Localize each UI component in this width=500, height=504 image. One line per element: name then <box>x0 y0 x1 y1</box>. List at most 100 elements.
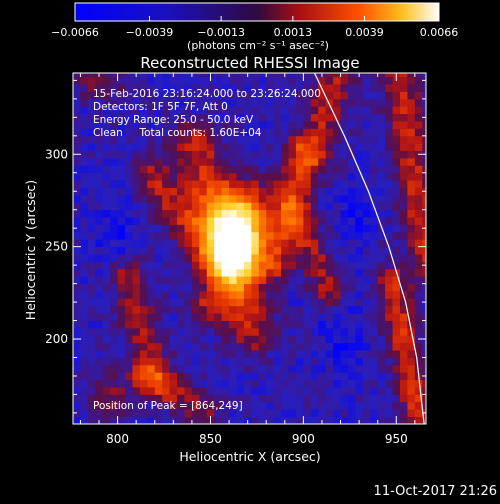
heatmap-cell <box>385 327 393 336</box>
heatmap-cell <box>288 364 297 373</box>
heatmap-cell <box>191 224 200 233</box>
heatmap-cell <box>251 76 260 85</box>
heatmap-cell <box>273 224 282 233</box>
heatmap-cell <box>392 313 401 321</box>
heatmap-cell <box>347 313 356 321</box>
heatmap-cell <box>206 187 215 196</box>
heatmap-cell <box>333 246 341 255</box>
heatmap-cell <box>236 202 245 211</box>
heatmap-cell <box>281 194 289 203</box>
heatmap-cell <box>310 231 319 240</box>
heatmap-cell <box>177 121 185 129</box>
heatmap-cell <box>102 187 111 196</box>
heatmap-cell <box>95 342 104 351</box>
heatmap-cell <box>266 165 275 174</box>
heatmap-cell <box>303 283 312 292</box>
heatmap-cell <box>80 416 89 424</box>
heatmap-cell <box>73 128 81 137</box>
heatmap-cell <box>392 224 401 233</box>
heatmap-cell <box>184 387 193 395</box>
heatmap-cell <box>243 379 252 388</box>
heatmap-cell <box>377 217 386 225</box>
heatmap-cell <box>385 180 393 188</box>
heatmap-cell <box>407 209 416 218</box>
heatmap-cell <box>288 165 297 174</box>
heatmap-cell <box>236 268 245 277</box>
heatmap-cell <box>347 335 356 344</box>
heatmap-cell <box>162 416 171 424</box>
heatmap-cell <box>258 91 267 100</box>
heatmap-cell <box>370 320 379 329</box>
annotation-detectors: Detectors: 1F 5F 7F, Att 0 <box>93 101 228 113</box>
heatmap-cell <box>288 320 297 329</box>
heatmap-cell <box>281 165 289 174</box>
heatmap-cell <box>154 76 163 85</box>
heatmap-cell <box>303 394 312 403</box>
heatmap-cell <box>87 143 96 151</box>
heatmap-cell <box>422 106 426 115</box>
heatmap-cell <box>102 121 111 129</box>
heatmap-cell <box>362 254 371 262</box>
heatmap-cell <box>281 335 289 344</box>
heatmap-cell <box>206 239 215 248</box>
heatmap-cell <box>377 409 386 418</box>
heatmap-cell <box>243 157 252 166</box>
heatmap-cell <box>422 401 426 410</box>
heatmap-cell <box>318 268 327 277</box>
heatmap-cell <box>95 143 104 151</box>
heatmap-cell <box>273 194 282 203</box>
heatmap-cell <box>95 187 104 196</box>
heatmap-cell <box>399 401 408 410</box>
heatmap-cell <box>273 409 282 418</box>
heatmap-cell <box>236 157 245 166</box>
heatmap-cell <box>206 283 215 292</box>
heatmap-cell <box>385 231 393 240</box>
heatmap-cell <box>125 409 133 418</box>
heatmap-cell <box>407 143 416 151</box>
heatmap-cell <box>147 165 156 174</box>
heatmap-cell <box>154 224 163 233</box>
heatmap-cell <box>347 409 356 418</box>
heatmap-cell <box>80 217 89 225</box>
heatmap-cell <box>162 409 171 418</box>
heatmap-cell <box>102 357 111 366</box>
heatmap-cell <box>377 187 386 196</box>
heatmap-cell <box>199 357 208 366</box>
heatmap-cell <box>80 379 89 388</box>
heatmap-cell <box>407 76 416 85</box>
heatmap-cell <box>377 335 386 344</box>
heatmap-cell <box>266 187 275 196</box>
heatmap-cell <box>333 357 341 366</box>
heatmap-cell <box>236 165 245 174</box>
heatmap-cell <box>355 180 364 188</box>
heatmap-cell <box>125 143 133 151</box>
heatmap-cell <box>288 298 297 307</box>
heatmap-cell <box>370 246 379 255</box>
heatmap-cell <box>154 416 163 424</box>
heatmap-cell <box>206 113 215 122</box>
heatmap-cell <box>333 379 341 388</box>
heatmap-cell <box>266 350 275 358</box>
heatmap-cell <box>258 305 267 314</box>
heatmap-cell <box>295 261 304 270</box>
heatmap-cell <box>318 290 327 299</box>
y-tick-label: 300 <box>45 147 68 161</box>
heatmap-cell <box>340 231 349 240</box>
heatmap-cell <box>377 305 386 314</box>
heatmap-cell <box>362 150 371 159</box>
heatmap-cell <box>385 128 393 137</box>
heatmap-cell <box>110 298 118 307</box>
heatmap-cell <box>325 327 334 336</box>
heatmap-cell <box>177 91 185 100</box>
heatmap-cell <box>236 335 245 344</box>
heatmap-cell <box>199 157 208 166</box>
heatmap-cell <box>236 209 245 218</box>
heatmap-cell <box>80 135 89 144</box>
heatmap-cell <box>407 150 416 159</box>
heatmap-cell <box>177 217 185 225</box>
heatmap-cell <box>273 416 282 424</box>
heatmap-cell <box>347 209 356 218</box>
heatmap-cell <box>95 113 104 122</box>
heatmap-cell <box>184 73 193 78</box>
heatmap-cell <box>392 128 401 137</box>
